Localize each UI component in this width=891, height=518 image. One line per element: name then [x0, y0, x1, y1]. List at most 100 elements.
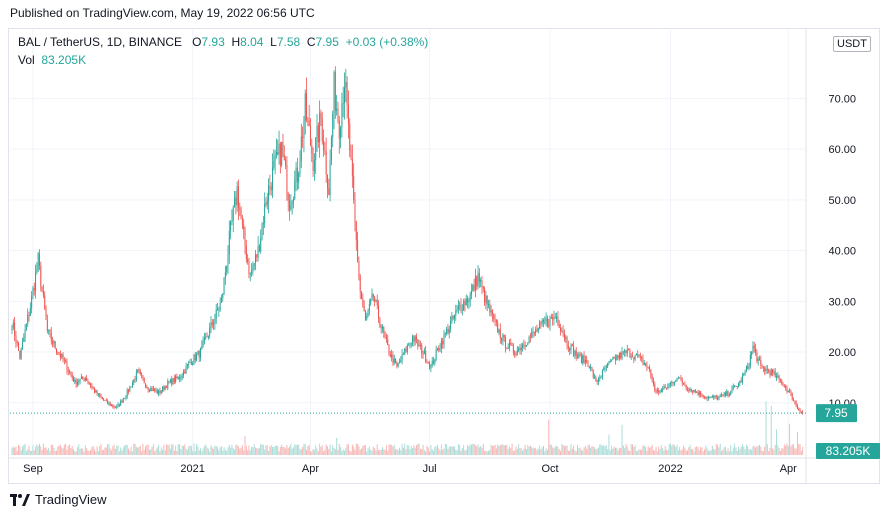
candle-body	[519, 347, 521, 351]
volume-bar	[434, 446, 436, 455]
candle-body	[388, 345, 390, 355]
volume-bar	[316, 448, 318, 455]
candle-body	[78, 381, 80, 383]
volume-bar	[584, 445, 586, 455]
volume-bar	[774, 444, 776, 455]
volume-bar	[625, 443, 627, 455]
candle-body	[401, 353, 403, 361]
volume-bar	[135, 446, 137, 455]
candle-body	[740, 380, 742, 383]
candle-body	[351, 159, 353, 177]
candle-body	[97, 393, 99, 395]
volume-bar	[601, 445, 603, 455]
volume-bar	[697, 447, 699, 455]
candle-body	[753, 345, 755, 349]
high-value: 8.04	[240, 35, 264, 49]
tradingview-logo-icon	[10, 493, 30, 506]
volume-bar	[583, 447, 585, 455]
candle-body	[469, 294, 471, 302]
volume-bar	[705, 445, 707, 455]
volume-bar	[560, 450, 562, 455]
candle-body	[362, 298, 364, 306]
candle-body	[480, 279, 482, 282]
volume-bar	[533, 448, 535, 455]
candle-body	[596, 380, 598, 382]
candle-body	[739, 380, 741, 384]
volume-bar	[32, 445, 34, 455]
volume-bar	[498, 445, 500, 455]
volume-bar	[645, 446, 647, 455]
volume-bar	[558, 449, 560, 455]
candle-body	[764, 368, 766, 372]
volume-bar	[325, 444, 327, 455]
candle-body	[451, 316, 453, 322]
volume-bar	[591, 446, 593, 455]
volume-bar	[332, 445, 334, 455]
candle-body	[222, 293, 224, 299]
volume-bar	[409, 449, 411, 455]
volume-bar	[25, 451, 27, 455]
volume-bar	[71, 446, 73, 455]
volume-bar	[731, 451, 733, 455]
candle-body	[163, 386, 165, 390]
candle-body	[785, 386, 787, 388]
volume-bar	[548, 419, 550, 455]
candle-body	[155, 390, 157, 392]
candle-body	[359, 276, 361, 292]
volume-bar	[646, 450, 648, 455]
candle-body	[62, 354, 64, 360]
volume-bar	[715, 443, 717, 455]
volume-bar	[482, 443, 484, 455]
volume-bar	[176, 450, 178, 455]
candle-body	[248, 261, 250, 274]
volume-bar	[311, 451, 313, 455]
currency-badge[interactable]: USDT	[833, 36, 871, 52]
candle-body	[37, 253, 39, 269]
volume-bar	[667, 450, 669, 455]
volume-bar	[370, 449, 372, 455]
candle-body	[296, 167, 298, 183]
volume-bar	[23, 444, 25, 455]
candle-body	[673, 381, 675, 384]
volume-bar	[292, 447, 294, 455]
volume-bar	[721, 451, 723, 455]
candle-body	[368, 303, 370, 311]
volume-bar	[182, 445, 184, 455]
candle-body	[65, 360, 67, 362]
volume-bar	[680, 450, 682, 455]
candle-body	[525, 345, 527, 347]
candle-body	[185, 365, 187, 374]
candle-body	[427, 362, 429, 364]
volume-bar	[273, 446, 275, 455]
volume-bar	[756, 446, 758, 455]
candle-body	[265, 203, 267, 205]
volume-bar	[535, 447, 537, 455]
volume-bar	[459, 444, 461, 455]
candle-body	[523, 344, 525, 346]
candle-body	[412, 335, 414, 343]
volume-bar	[328, 448, 330, 455]
candle-body	[573, 346, 575, 356]
volume-bar	[73, 449, 75, 455]
candle-body	[236, 186, 238, 206]
candle-body	[549, 316, 551, 326]
candle-body	[344, 87, 346, 103]
volume-bar	[633, 446, 635, 455]
volume-bar	[541, 447, 543, 455]
volume-bar	[16, 451, 18, 455]
volume-bar	[575, 451, 577, 455]
candle-body	[194, 354, 196, 361]
volume-bar	[391, 444, 393, 455]
volume-bar	[160, 447, 162, 455]
volume-bar	[193, 443, 195, 455]
candle-body	[150, 388, 152, 392]
candle-body	[230, 222, 232, 232]
candle-body	[533, 331, 535, 333]
candle-body	[384, 332, 386, 337]
candle-body	[218, 309, 220, 311]
candle-body	[391, 354, 393, 357]
candle-body	[112, 404, 114, 407]
volume-bar	[79, 448, 81, 455]
